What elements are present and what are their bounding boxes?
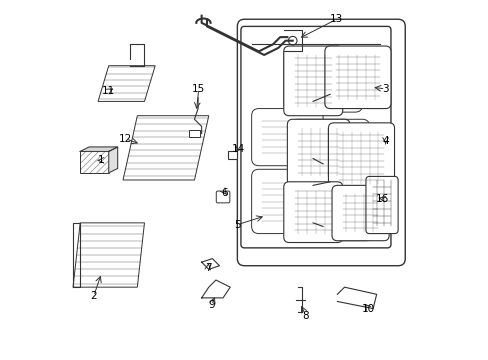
FancyBboxPatch shape <box>283 182 342 243</box>
PathPatch shape <box>123 116 208 180</box>
Text: 11: 11 <box>101 86 114 96</box>
Text: 12: 12 <box>119 134 132 144</box>
Text: 2: 2 <box>90 291 97 301</box>
Text: 3: 3 <box>382 84 388 94</box>
Polygon shape <box>201 280 230 298</box>
Text: 5: 5 <box>234 220 240 230</box>
Text: 16: 16 <box>375 194 388 203</box>
Polygon shape <box>337 287 376 309</box>
FancyBboxPatch shape <box>251 169 323 234</box>
Text: 1: 1 <box>98 156 105 165</box>
Text: 7: 7 <box>204 262 211 273</box>
FancyBboxPatch shape <box>216 191 229 203</box>
Polygon shape <box>108 147 118 173</box>
FancyBboxPatch shape <box>283 48 362 112</box>
FancyBboxPatch shape <box>283 46 342 116</box>
Bar <box>228 151 237 158</box>
Polygon shape <box>201 258 219 269</box>
FancyBboxPatch shape <box>328 123 394 193</box>
Text: 10: 10 <box>362 303 375 314</box>
Bar <box>80 152 108 173</box>
FancyBboxPatch shape <box>331 185 388 241</box>
Text: 6: 6 <box>221 188 228 198</box>
Text: 8: 8 <box>302 311 308 321</box>
Polygon shape <box>80 147 118 152</box>
FancyBboxPatch shape <box>290 119 369 184</box>
Text: 13: 13 <box>329 14 343 24</box>
Text: 14: 14 <box>231 144 244 154</box>
FancyBboxPatch shape <box>251 109 323 166</box>
FancyBboxPatch shape <box>301 176 372 241</box>
Bar <box>189 130 200 137</box>
FancyBboxPatch shape <box>324 46 390 109</box>
PathPatch shape <box>98 66 155 102</box>
Text: 15: 15 <box>192 84 205 94</box>
Text: 4: 4 <box>382 136 388 146</box>
FancyBboxPatch shape <box>365 176 397 234</box>
FancyBboxPatch shape <box>287 119 349 185</box>
PathPatch shape <box>73 223 144 287</box>
Text: 9: 9 <box>208 300 215 310</box>
